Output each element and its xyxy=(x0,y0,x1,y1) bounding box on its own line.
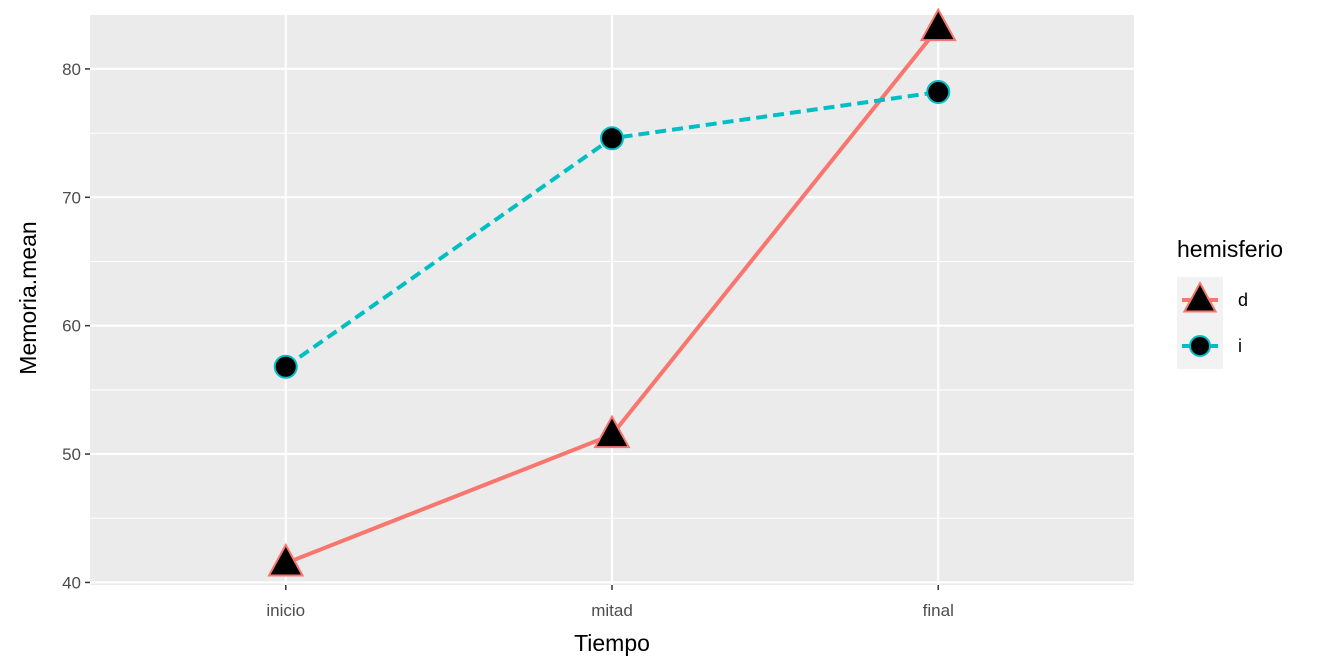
data-point-d xyxy=(593,414,631,449)
x-axis-title: Tiempo xyxy=(574,630,650,656)
legend: hemisferio di xyxy=(1177,236,1283,369)
legend-title: hemisferio xyxy=(1177,236,1283,262)
legend-key-marker xyxy=(1189,335,1211,357)
data-point-i xyxy=(926,80,951,105)
legend-key-marker xyxy=(1182,280,1218,313)
y-axis: 40 50 60 70 80 xyxy=(62,60,90,592)
legend-item-d: d xyxy=(1177,277,1248,323)
legend-items: di xyxy=(1177,277,1248,369)
data-point-d xyxy=(267,542,305,577)
y-tick-label: 50 xyxy=(62,445,81,464)
data-point-i xyxy=(273,354,298,379)
y-axis-title: Memoria.mean xyxy=(15,221,41,374)
x-axis: inicio mitad final xyxy=(266,585,954,620)
data-point-d xyxy=(919,7,957,42)
legend-label: d xyxy=(1238,290,1248,310)
x-tick-label: final xyxy=(923,601,954,620)
legend-label: i xyxy=(1238,336,1242,356)
y-tick-label: 40 xyxy=(62,573,81,592)
y-tick-label: 60 xyxy=(62,317,81,336)
major-gridlines xyxy=(90,15,1134,585)
y-tick-label: 80 xyxy=(62,60,81,79)
x-tick-label: inicio xyxy=(266,601,305,620)
data-point-i xyxy=(600,126,624,151)
series-points xyxy=(267,7,957,577)
legend-item-i: i xyxy=(1177,323,1242,369)
y-tick-label: 70 xyxy=(62,188,81,207)
x-tick-label: mitad xyxy=(591,601,633,620)
